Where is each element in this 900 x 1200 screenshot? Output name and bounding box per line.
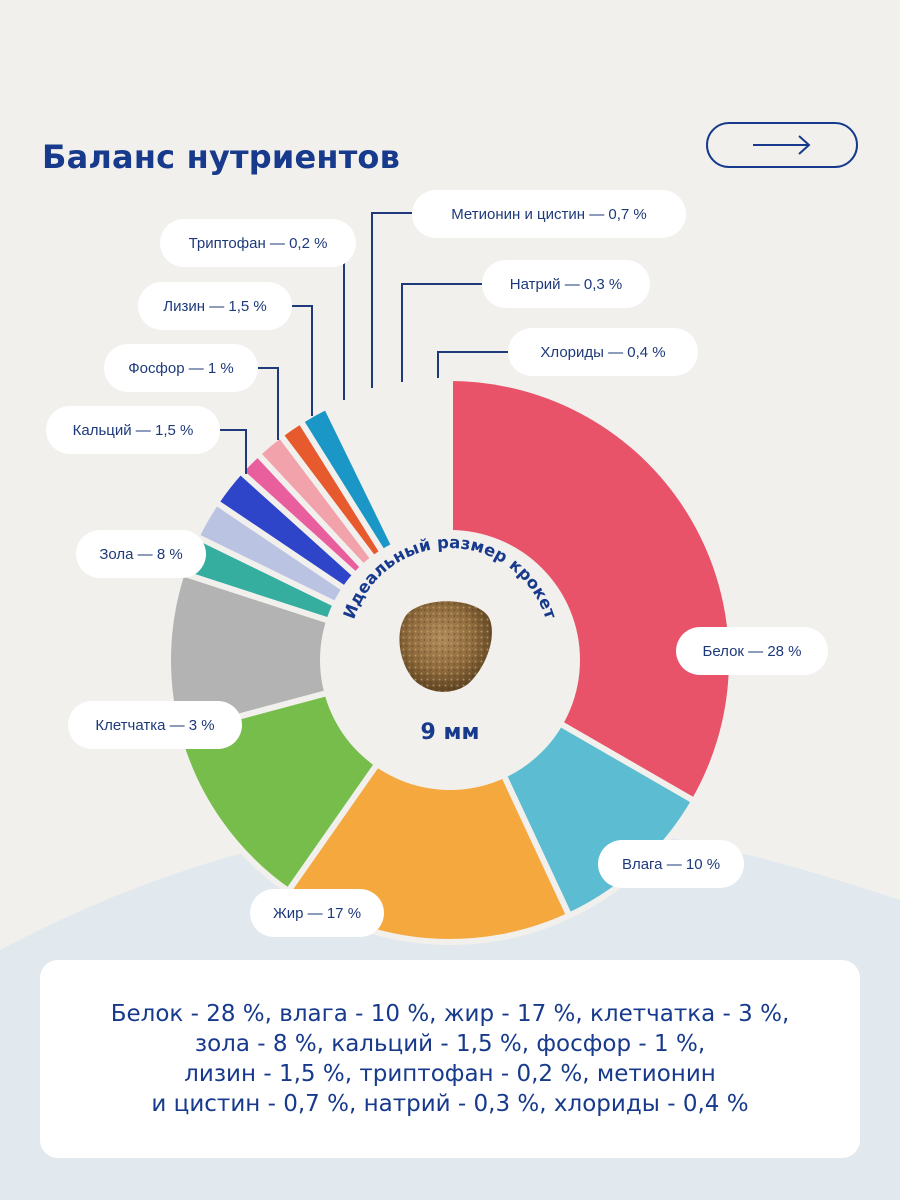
slice-label: Хлориды — 0,4 % [508, 328, 698, 376]
leader-line [371, 212, 412, 388]
kibble-size-label: 9 мм [420, 720, 480, 745]
slice-label: Лизин — 1,5 % [138, 282, 292, 330]
summary-line: лизин - 1,5 %, триптофан - 0,2 %, метион… [184, 1061, 716, 1087]
slice-label: Натрий — 0,3 % [482, 260, 650, 308]
leader-line [292, 305, 313, 416]
slice-label: Влага — 10 % [598, 840, 744, 888]
summary-line: Белок - 28 %, влага - 10 %, жир - 17 %, … [110, 1001, 790, 1027]
slice-label: Белок — 28 % [676, 627, 828, 675]
leader-line [437, 351, 508, 378]
leader-line [258, 367, 279, 440]
leader-line [401, 283, 482, 382]
slice-label: Кальций — 1,5 % [46, 406, 220, 454]
slice-label: Метионин и цистин — 0,7 % [412, 190, 686, 238]
summary-line: зола - 8 %, кальций - 1,5 %, фосфор - 1 … [194, 1031, 706, 1057]
arrow-right-icon [753, 135, 811, 155]
page-title: Баланс нутриентов [42, 138, 401, 176]
slice-label: Триптофан — 0,2 % [160, 219, 356, 267]
summary-card: Белок - 28 %, влага - 10 %, жир - 17 %, … [40, 960, 860, 1158]
slice-label: Фосфор — 1 % [104, 344, 258, 392]
leader-line [220, 429, 247, 474]
summary-text: Белок - 28 %, влага - 10 %, жир - 17 %, … [111, 999, 790, 1119]
slice-label: Жир — 17 % [250, 889, 384, 937]
slice-label: Зола — 8 % [76, 530, 206, 578]
next-arrow-button[interactable] [706, 122, 858, 168]
slice-label: Клетчатка — 3 % [68, 701, 242, 749]
kibble-image [399, 601, 492, 692]
summary-line: и цистин - 0,7 %, натрий - 0,3 %, хлорид… [151, 1091, 749, 1117]
leader-line [343, 242, 356, 400]
